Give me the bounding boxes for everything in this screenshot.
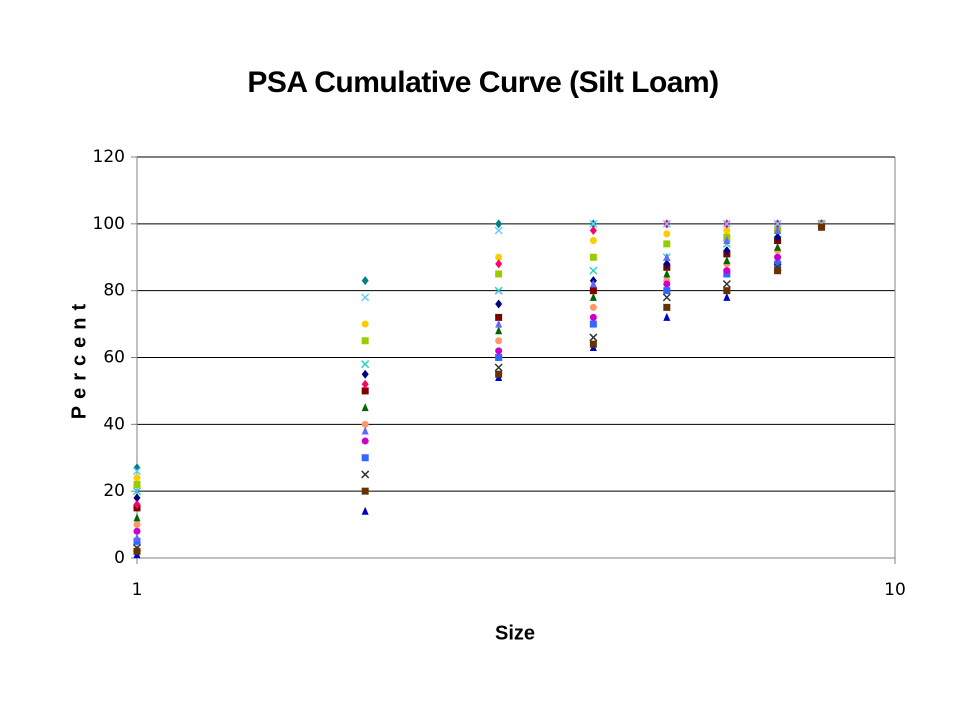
y-axis-label: Percent <box>68 297 90 419</box>
point <box>133 480 141 488</box>
point <box>589 226 597 236</box>
point <box>495 326 503 335</box>
point <box>589 320 597 328</box>
point <box>495 319 503 328</box>
point <box>495 270 503 278</box>
point <box>589 333 598 342</box>
y-tick-label: 80 <box>103 281 125 301</box>
point <box>361 454 369 462</box>
point <box>723 267 731 275</box>
point <box>133 500 141 510</box>
point <box>663 269 671 278</box>
point <box>774 242 782 251</box>
point <box>495 219 503 229</box>
point <box>723 246 731 256</box>
point <box>495 253 503 261</box>
point <box>589 292 597 301</box>
point <box>773 219 782 228</box>
point <box>361 276 369 286</box>
point <box>774 226 782 235</box>
point <box>361 403 369 412</box>
point <box>361 337 369 345</box>
chart-title: PSA Cumulative Curve (Silt Loam) <box>247 66 718 99</box>
point <box>722 219 731 228</box>
point <box>495 337 503 345</box>
point <box>361 320 369 328</box>
point <box>662 293 671 302</box>
point <box>495 299 503 309</box>
point <box>663 287 671 295</box>
point <box>495 370 503 378</box>
y-tick-label: 20 <box>103 481 125 501</box>
point <box>774 260 782 268</box>
point <box>133 474 141 482</box>
point <box>494 226 503 235</box>
point <box>133 547 141 555</box>
point <box>132 487 142 496</box>
point <box>589 340 597 348</box>
point <box>663 240 671 248</box>
point <box>589 253 597 261</box>
point <box>495 354 503 361</box>
point <box>361 360 370 369</box>
point <box>723 227 731 235</box>
point <box>723 236 731 245</box>
point <box>774 253 782 261</box>
y-tick-label: 60 <box>103 348 125 368</box>
point <box>133 493 141 503</box>
y-tick-label: 120 <box>93 147 125 167</box>
point <box>722 279 731 289</box>
point <box>132 467 142 476</box>
point <box>495 313 503 321</box>
point <box>663 312 671 321</box>
point <box>662 219 671 228</box>
point <box>361 379 369 389</box>
x-tick-label: 10 <box>884 580 906 600</box>
point <box>818 223 826 231</box>
point <box>589 287 597 295</box>
y-tick-label: 40 <box>103 414 125 434</box>
point <box>133 513 141 522</box>
point <box>361 369 369 379</box>
point <box>361 293 370 302</box>
point <box>589 303 597 311</box>
point <box>589 219 598 228</box>
point <box>133 521 141 529</box>
x-axis-label: Size <box>495 622 535 644</box>
y-tick-label: 0 <box>114 548 125 568</box>
x-tick-label: 1 <box>132 580 143 600</box>
point <box>589 279 597 288</box>
point <box>495 259 503 269</box>
point <box>663 230 671 238</box>
point <box>723 256 731 265</box>
point <box>774 232 782 242</box>
point <box>663 280 671 288</box>
y-tick-label: 100 <box>93 214 125 234</box>
point <box>663 259 671 269</box>
point <box>495 347 503 355</box>
point <box>361 506 369 515</box>
point <box>494 286 503 295</box>
point <box>361 437 369 445</box>
point <box>494 363 503 372</box>
point <box>723 292 731 301</box>
point <box>723 287 731 295</box>
point <box>361 420 369 428</box>
point <box>774 267 782 275</box>
point <box>589 266 598 275</box>
point <box>361 426 369 435</box>
point <box>361 487 369 495</box>
point <box>663 252 671 261</box>
point <box>589 313 597 321</box>
point <box>589 237 597 245</box>
point <box>133 533 141 542</box>
point <box>361 470 370 479</box>
point <box>361 387 369 395</box>
point <box>133 527 141 535</box>
point <box>663 303 671 311</box>
